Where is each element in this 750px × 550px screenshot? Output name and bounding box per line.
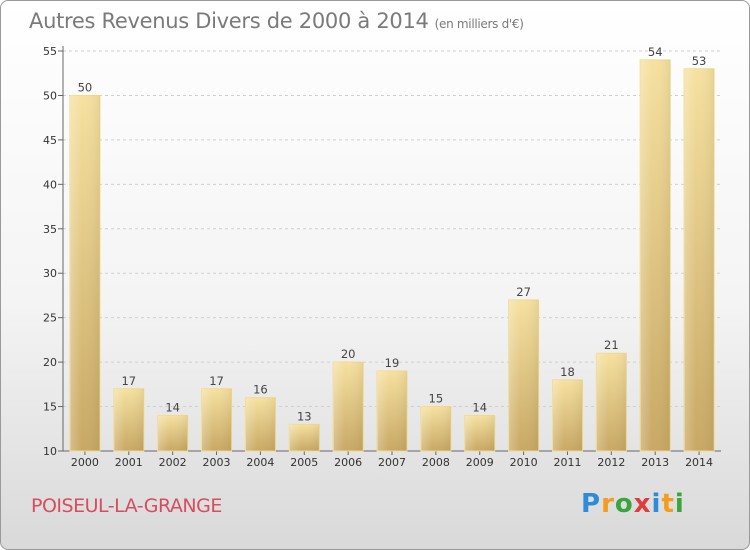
x-tick-label: 2010: [510, 456, 538, 469]
bar-shading: [420, 406, 451, 451]
y-tick-label: 20: [43, 356, 57, 369]
bars: [69, 59, 715, 452]
x-tick-label: 2007: [378, 456, 406, 469]
x-tick-label: 2000: [71, 456, 99, 469]
x-tick-label: 2003: [203, 456, 231, 469]
x-tick-label: 2014: [685, 456, 713, 469]
logo-letter: P: [581, 489, 602, 519]
bar-value-label: 54: [648, 45, 663, 59]
x-tick-label: 2005: [290, 456, 318, 469]
y-tick-label: 45: [43, 134, 57, 147]
y-tick-label: 35: [43, 223, 57, 236]
bar-shading: [596, 353, 627, 451]
bar-value-label: 17: [121, 374, 136, 388]
bar-value-label: 50: [78, 80, 93, 94]
bar-shading: [69, 95, 100, 451]
bar-value-label: 15: [429, 392, 444, 406]
bar-value-label: 21: [604, 338, 619, 352]
x-tick-label: 2002: [159, 456, 187, 469]
x-tick-label: 2009: [466, 456, 494, 469]
bar-shading: [289, 424, 320, 451]
bar-shading: [640, 59, 671, 452]
y-tick-label: 55: [43, 45, 57, 58]
bar-value-label: 27: [516, 285, 531, 299]
bar-value-label: 14: [165, 400, 180, 414]
bar-shading: [113, 388, 144, 451]
commune-name: POISEUL-LA-GRANGE: [31, 495, 222, 517]
y-tick-label: 50: [43, 89, 57, 102]
bar-value-label: 18: [560, 365, 575, 379]
bar-shading: [333, 362, 364, 451]
x-tick-label: 2011: [553, 456, 581, 469]
proxiti-logo: Proxiti: [581, 489, 685, 519]
bar-shading: [245, 397, 276, 451]
bar-value-label: 53: [692, 54, 707, 68]
bar-value-label: 19: [385, 356, 400, 370]
bar-value-label: 20: [341, 347, 356, 361]
logo-letter: x: [633, 489, 652, 519]
bar-shading: [201, 388, 232, 451]
x-tick-label: 2012: [597, 456, 625, 469]
bar-shading: [377, 371, 407, 451]
logo-letter: t: [661, 489, 675, 519]
chart-unit-label: (en milliers d'€): [434, 17, 524, 31]
x-tick-label: 2004: [246, 456, 274, 469]
logo-letter: o: [614, 489, 634, 519]
y-tick-label: 10: [43, 445, 57, 458]
y-tick-label: 25: [43, 312, 57, 325]
y-tick-label: 40: [43, 178, 57, 191]
bar-shading: [684, 68, 715, 452]
bar-value-label: 13: [297, 409, 312, 423]
y-tick-label: 30: [43, 267, 57, 280]
bar-shading: [552, 379, 583, 451]
x-tick-label: 2008: [422, 456, 450, 469]
x-tick-label: 2013: [641, 456, 669, 469]
y-tick-labels: 10 15 20 25 30 35 40 45 50 55: [43, 45, 57, 458]
x-tick-label: 2006: [334, 456, 362, 469]
y-tick-label: 15: [43, 401, 57, 414]
logo-letter: i: [651, 489, 662, 519]
x-tick-labels: 2000 2001 2002 2003 2004 2005 2006 2007 2008 2009…: [71, 456, 713, 469]
bar-value-label: 17: [209, 374, 224, 388]
bar-shading: [508, 299, 539, 451]
logo-letter: r: [601, 489, 615, 519]
chart-title-text: Autres Revenus Divers de 2000 à 2014: [29, 9, 429, 33]
bar-value-label: 16: [253, 383, 268, 397]
chart-title: Autres Revenus Divers de 2000 à 2014 (en …: [29, 9, 524, 33]
bar-shading: [157, 415, 188, 451]
bar-shading: [464, 415, 495, 451]
value-labels: 50 17 14 17 16 13 20 19 15 14 27 18 21 54 53: [78, 45, 707, 423]
bar-value-label: 14: [472, 400, 487, 414]
logo-letter: i: [674, 489, 685, 519]
x-tick-label: 2001: [115, 456, 143, 469]
